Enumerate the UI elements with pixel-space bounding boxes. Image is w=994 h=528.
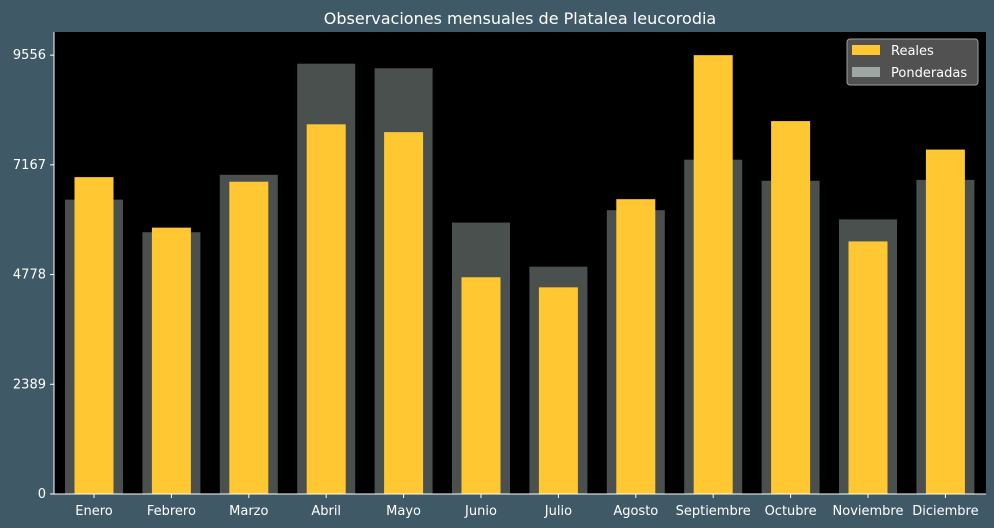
x-tick-label: Noviembre [833, 504, 904, 519]
legend-swatch-ponderadas [852, 67, 880, 77]
reales-bars [74, 55, 965, 495]
x-tick-label: Enero [75, 504, 113, 519]
bar-reales-julio [538, 287, 578, 494]
y-tick-label: 4778 [13, 268, 46, 283]
bar-reales-octubre [771, 121, 811, 494]
legend-label-reales: Reales [891, 44, 934, 59]
bar-reales-febrero [151, 227, 191, 494]
legend: Reales Ponderadas [846, 38, 979, 86]
y-tick-label: 0 [38, 487, 46, 502]
y-tick-label: 7167 [13, 158, 46, 173]
chart-title: Observaciones mensuales de Platalea leuc… [324, 9, 716, 28]
legend-label-ponderadas: Ponderadas [891, 66, 967, 81]
x-tick-label: Abril [311, 504, 341, 519]
x-tick-label: Octubre [765, 504, 817, 519]
plot-area [54, 32, 986, 494]
bar-reales-marzo [229, 181, 269, 494]
x-tick-label: Agosto [613, 504, 658, 519]
bar-reales-abril [306, 124, 346, 494]
bar-reales-diciembre [925, 149, 965, 495]
x-tick-label: Septiembre [676, 504, 751, 519]
x-tick-label: Marzo [229, 504, 268, 519]
bar-reales-agosto [616, 199, 656, 494]
x-tick-label: Junio [464, 504, 497, 519]
x-tick-label: Diciembre [912, 504, 978, 519]
y-tick-label: 2389 [13, 377, 46, 392]
bar-reales-junio [461, 277, 501, 494]
bar-reales-mayo [384, 132, 424, 495]
x-tick-label: Julio [544, 504, 572, 519]
axes: 0 2389 4778 7167 9556 Enero Febrero Marzo Abril M… [13, 32, 986, 519]
bar-reales-noviembre [848, 241, 888, 494]
bar-reales-septiembre [693, 55, 733, 494]
x-tick-label: Mayo [386, 504, 421, 519]
legend-swatch-reales [852, 45, 880, 55]
bar-reales-enero [74, 177, 114, 494]
x-tick-label: Febrero [147, 504, 196, 519]
y-tick-label: 9556 [13, 48, 46, 63]
